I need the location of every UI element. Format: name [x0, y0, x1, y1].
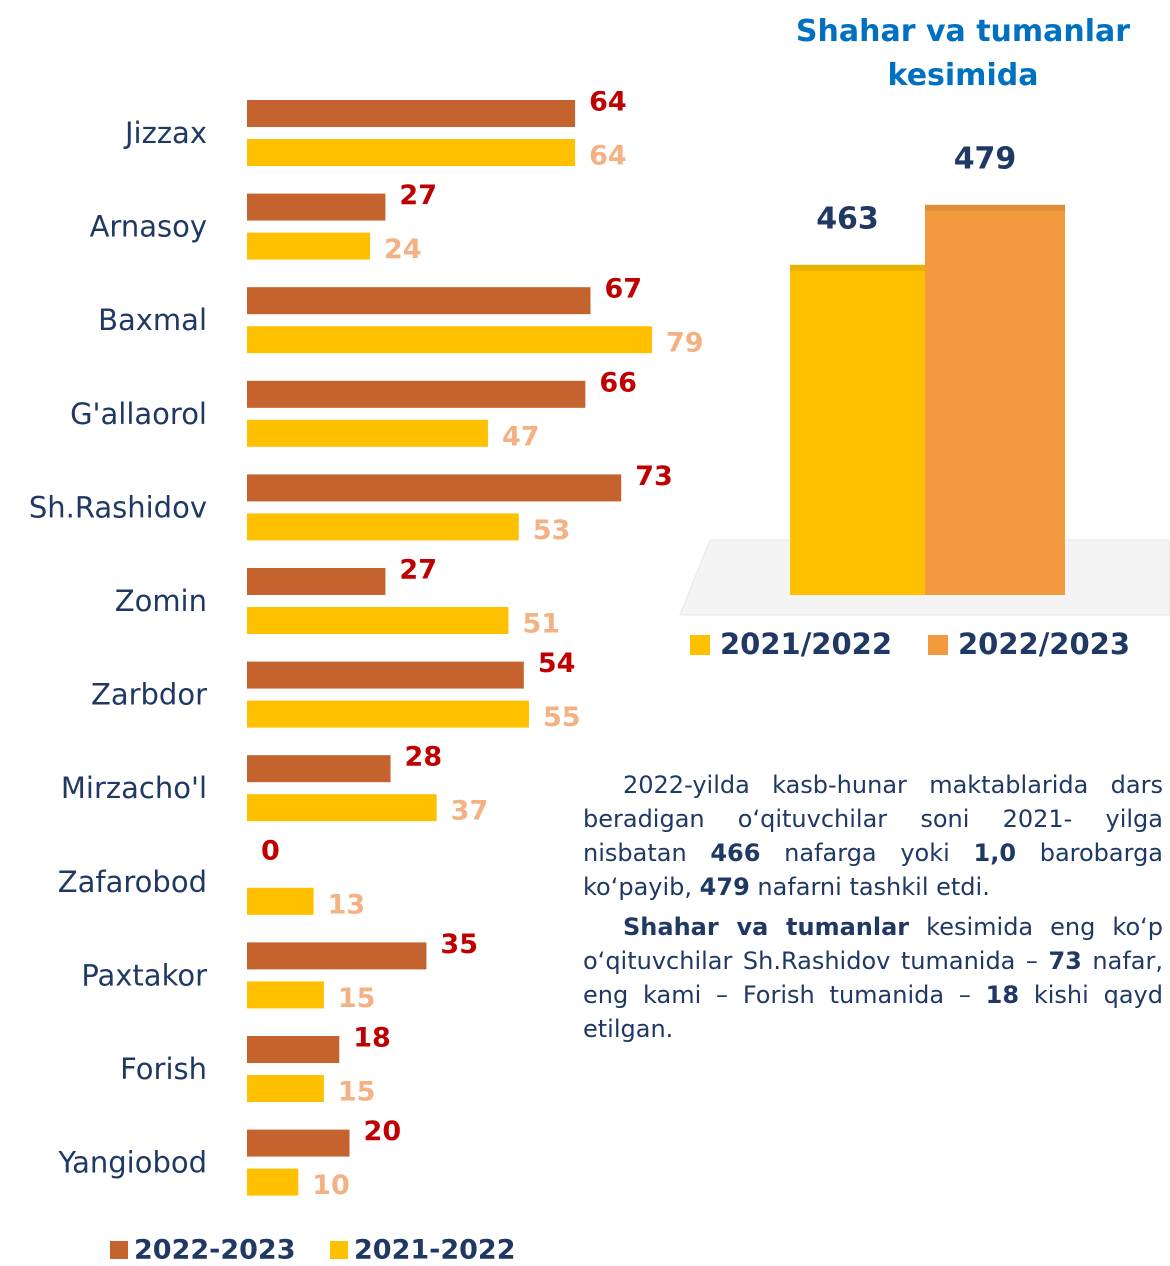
value-label: 47 — [502, 421, 540, 452]
bar — [247, 513, 519, 541]
text-run: 1,0 — [973, 839, 1017, 867]
value-label: 15 — [338, 1077, 376, 1108]
value-label: 10 — [312, 1170, 350, 1201]
text-run: 466 — [710, 839, 761, 867]
legend-swatch — [330, 1241, 348, 1259]
category-label: G'allaorol — [70, 397, 207, 431]
bar — [925, 204, 1065, 596]
text-run: kishi qayd etilgan. — [583, 981, 1163, 1043]
bar — [247, 1168, 299, 1196]
value-label: 479 — [954, 141, 1017, 176]
paragraph: Shahar va tumanlar kesimida eng ko‘p o‘q… — [583, 910, 1163, 1046]
value-label: 66 — [599, 367, 637, 398]
category-label: Paxtakor — [81, 958, 207, 992]
text-run: Shahar va tumanlar — [623, 913, 910, 941]
text-run: nafarni tashkil etdi. — [749, 873, 990, 901]
bar — [247, 755, 391, 783]
legend-label: 2022-2023 — [134, 1235, 296, 1266]
value-label: 79 — [666, 328, 704, 359]
text-run: nafarga yoki — [760, 839, 974, 867]
category-label: Forish — [120, 1052, 207, 1086]
category-label: Arnasoy — [90, 210, 207, 244]
category-label: Yangiobod — [57, 1146, 207, 1180]
value-label: 55 — [543, 702, 581, 733]
text-run: kesimida eng ko‘p o‘qituvchilar Sh.Rashi… — [583, 913, 1163, 975]
text-run: 2022-yilda kasb-hunar maktablarida dars … — [583, 771, 1163, 867]
legend-label: 2021-2022 — [354, 1235, 516, 1266]
value-label: 64 — [589, 141, 627, 172]
value-label: 27 — [399, 555, 437, 586]
legend-label: 2021/2022 — [720, 627, 892, 661]
bar — [247, 474, 622, 502]
category-label: Baxmal — [98, 303, 207, 337]
category-label: Mirzacho'l — [61, 771, 207, 805]
legend-swatch — [110, 1241, 128, 1259]
legend-swatch — [690, 635, 710, 655]
bar — [247, 380, 586, 408]
value-label: 64 — [589, 87, 627, 118]
category-label: Jizzax — [123, 116, 207, 150]
category-label: Sh.Rashidov — [29, 490, 207, 524]
title-line: kesimida — [888, 58, 1039, 93]
value-label: 53 — [533, 515, 571, 546]
text-run: nafar, eng kami – Forish tumanida – — [583, 947, 1163, 1009]
value-label: 27 — [399, 180, 437, 211]
value-label: 24 — [384, 234, 422, 265]
value-label: 35 — [440, 929, 478, 960]
bar — [247, 193, 386, 221]
text-run: barobarga ko‘payib, — [583, 839, 1164, 901]
bar-top — [790, 264, 925, 271]
value-label: 73 — [635, 461, 673, 492]
value-label: 28 — [405, 742, 443, 773]
bar — [247, 326, 652, 354]
bar — [247, 1129, 350, 1157]
bar — [790, 264, 925, 595]
bar — [247, 607, 509, 634]
value-label: 51 — [522, 609, 560, 640]
description: 2022-yilda kasb-hunar maktablarida dars … — [583, 768, 1163, 1052]
value-label: 13 — [328, 889, 366, 920]
bar — [247, 287, 591, 315]
bar — [247, 419, 488, 447]
value-label: 20 — [364, 1116, 402, 1147]
bar — [247, 981, 324, 1009]
bar — [247, 942, 427, 970]
category-label: Zafarobod — [58, 865, 207, 899]
value-label: 54 — [538, 648, 576, 679]
bar — [247, 568, 386, 595]
bar — [247, 700, 529, 728]
category-label: Zarbdor — [91, 678, 207, 712]
value-label: 67 — [604, 274, 642, 305]
bar — [247, 232, 371, 260]
text-run: 18 — [985, 981, 1020, 1009]
paragraph: 2022-yilda kasb-hunar maktablarida dars … — [583, 768, 1163, 904]
legend-label: 2022/2023 — [958, 627, 1130, 661]
bar — [247, 1036, 340, 1063]
value-label: 0 — [261, 835, 280, 866]
category-label: Zomin — [115, 584, 207, 618]
value-label: 18 — [353, 1023, 391, 1054]
bar — [247, 139, 576, 166]
value-label: 15 — [338, 983, 376, 1014]
bar — [247, 1075, 324, 1102]
value-label: 463 — [816, 201, 879, 236]
title-line: Shahar va tumanlar — [796, 14, 1130, 49]
value-label: 37 — [451, 796, 489, 827]
text-run: 73 — [1048, 947, 1082, 975]
bar — [247, 794, 437, 822]
text-run: 479 — [699, 873, 750, 901]
bar-top — [925, 204, 1065, 211]
chart-title: Shahar va tumanlar kesimida — [796, 14, 1130, 93]
legend-swatch — [928, 635, 948, 655]
bar — [247, 887, 314, 915]
bar — [247, 100, 576, 127]
bar — [247, 661, 524, 689]
